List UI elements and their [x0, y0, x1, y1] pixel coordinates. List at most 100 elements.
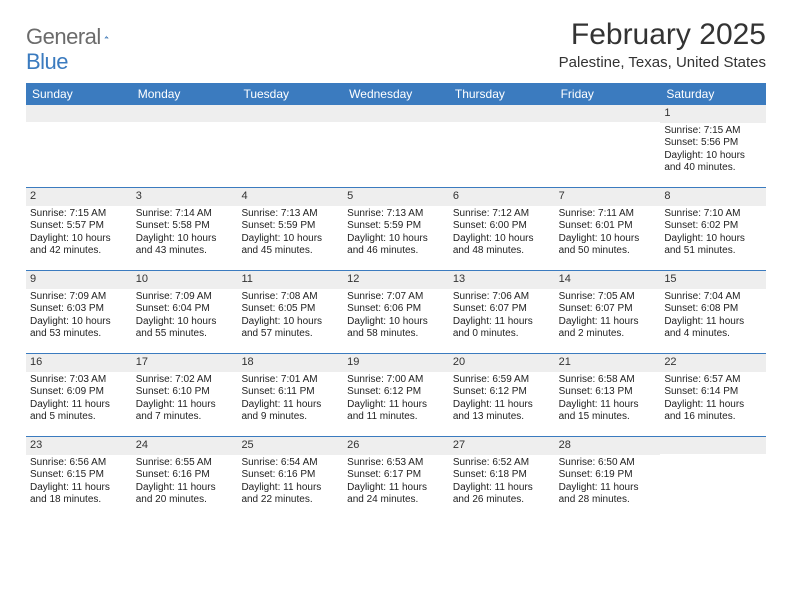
calendar-cell: 4Sunrise: 7:13 AMSunset: 5:59 PMDaylight…	[237, 188, 343, 270]
calendar-cell-empty	[449, 105, 555, 187]
calendar-cell-empty	[26, 105, 132, 187]
calendar-cell: 14Sunrise: 7:05 AMSunset: 6:07 PMDayligh…	[555, 271, 661, 353]
sunset-text: Sunset: 6:03 PM	[30, 303, 128, 316]
day-number: 1	[660, 105, 766, 123]
sunset-text: Sunset: 6:16 PM	[136, 469, 234, 482]
day-number: 27	[449, 437, 555, 455]
sunrise-text: Sunrise: 6:54 AM	[241, 457, 339, 470]
sunset-text: Sunset: 6:09 PM	[30, 386, 128, 399]
daylight-text: Daylight: 11 hours and 0 minutes.	[453, 316, 551, 341]
weekday-header: Thursday	[449, 83, 555, 105]
day-body: Sunrise: 7:12 AMSunset: 6:00 PMDaylight:…	[449, 206, 555, 261]
daylight-text: Daylight: 10 hours and 43 minutes.	[136, 233, 234, 258]
day-body: Sunrise: 7:09 AMSunset: 6:04 PMDaylight:…	[132, 289, 238, 344]
daylight-text: Daylight: 10 hours and 57 minutes.	[241, 316, 339, 341]
brand-logo: General	[26, 18, 132, 50]
daylight-text: Daylight: 11 hours and 15 minutes.	[559, 399, 657, 424]
day-number: 15	[660, 271, 766, 289]
calendar-week: 23Sunrise: 6:56 AMSunset: 6:15 PMDayligh…	[26, 437, 766, 519]
daylight-text: Daylight: 10 hours and 45 minutes.	[241, 233, 339, 258]
sunrise-text: Sunrise: 7:05 AM	[559, 291, 657, 304]
daylight-text: Daylight: 11 hours and 11 minutes.	[347, 399, 445, 424]
daylight-text: Daylight: 11 hours and 16 minutes.	[664, 399, 762, 424]
sunset-text: Sunset: 6:12 PM	[453, 386, 551, 399]
daylight-text: Daylight: 11 hours and 18 minutes.	[30, 482, 128, 507]
day-body: Sunrise: 7:14 AMSunset: 5:58 PMDaylight:…	[132, 206, 238, 261]
day-number: 3	[132, 188, 238, 206]
brand-word2-wrap: Blue	[26, 49, 68, 75]
daylight-text: Daylight: 11 hours and 22 minutes.	[241, 482, 339, 507]
daylight-text: Daylight: 10 hours and 40 minutes.	[664, 150, 762, 175]
sunset-text: Sunset: 6:17 PM	[347, 469, 445, 482]
daylight-text: Daylight: 11 hours and 24 minutes.	[347, 482, 445, 507]
sunset-text: Sunset: 6:15 PM	[30, 469, 128, 482]
sunrise-text: Sunrise: 7:02 AM	[136, 374, 234, 387]
day-body: Sunrise: 6:55 AMSunset: 6:16 PMDaylight:…	[132, 455, 238, 510]
calendar-cell: 21Sunrise: 6:58 AMSunset: 6:13 PMDayligh…	[555, 354, 661, 436]
sunrise-text: Sunrise: 7:06 AM	[453, 291, 551, 304]
day-body: Sunrise: 6:57 AMSunset: 6:14 PMDaylight:…	[660, 372, 766, 427]
sunrise-text: Sunrise: 7:03 AM	[30, 374, 128, 387]
calendar-cell-empty	[660, 437, 766, 519]
day-body: Sunrise: 6:50 AMSunset: 6:19 PMDaylight:…	[555, 455, 661, 510]
daylight-text: Daylight: 10 hours and 55 minutes.	[136, 316, 234, 341]
day-body: Sunrise: 7:05 AMSunset: 6:07 PMDaylight:…	[555, 289, 661, 344]
calendar-cell: 23Sunrise: 6:56 AMSunset: 6:15 PMDayligh…	[26, 437, 132, 519]
sunset-text: Sunset: 6:10 PM	[136, 386, 234, 399]
sunset-text: Sunset: 5:59 PM	[241, 220, 339, 233]
day-number: 24	[132, 437, 238, 455]
daylight-text: Daylight: 10 hours and 53 minutes.	[30, 316, 128, 341]
daylight-text: Daylight: 10 hours and 42 minutes.	[30, 233, 128, 258]
daylight-text: Daylight: 10 hours and 51 minutes.	[664, 233, 762, 258]
sunrise-text: Sunrise: 7:09 AM	[30, 291, 128, 304]
day-number: 13	[449, 271, 555, 289]
day-body: Sunrise: 7:15 AMSunset: 5:57 PMDaylight:…	[26, 206, 132, 261]
calendar-cell: 25Sunrise: 6:54 AMSunset: 6:16 PMDayligh…	[237, 437, 343, 519]
daylight-text: Daylight: 10 hours and 48 minutes.	[453, 233, 551, 258]
day-body: Sunrise: 6:56 AMSunset: 6:15 PMDaylight:…	[26, 455, 132, 510]
daylight-text: Daylight: 11 hours and 13 minutes.	[453, 399, 551, 424]
daylight-text: Daylight: 11 hours and 28 minutes.	[559, 482, 657, 507]
day-number: 28	[555, 437, 661, 455]
day-number: 12	[343, 271, 449, 289]
sunset-text: Sunset: 6:06 PM	[347, 303, 445, 316]
sunrise-text: Sunrise: 7:11 AM	[559, 208, 657, 221]
sunrise-text: Sunrise: 7:07 AM	[347, 291, 445, 304]
day-number: 22	[660, 354, 766, 372]
calendar-cell: 8Sunrise: 7:10 AMSunset: 6:02 PMDaylight…	[660, 188, 766, 270]
title-block: February 2025 Palestine, Texas, United S…	[559, 18, 766, 71]
day-body: Sunrise: 7:00 AMSunset: 6:12 PMDaylight:…	[343, 372, 449, 427]
sunset-text: Sunset: 5:56 PM	[664, 137, 762, 150]
sunset-text: Sunset: 6:11 PM	[241, 386, 339, 399]
calendar-cell: 28Sunrise: 6:50 AMSunset: 6:19 PMDayligh…	[555, 437, 661, 519]
day-body: Sunrise: 7:02 AMSunset: 6:10 PMDaylight:…	[132, 372, 238, 427]
day-number: 4	[237, 188, 343, 206]
sunrise-text: Sunrise: 6:55 AM	[136, 457, 234, 470]
calendar-cell: 26Sunrise: 6:53 AMSunset: 6:17 PMDayligh…	[343, 437, 449, 519]
sunset-text: Sunset: 6:04 PM	[136, 303, 234, 316]
daylight-text: Daylight: 10 hours and 50 minutes.	[559, 233, 657, 258]
calendar-week: 2Sunrise: 7:15 AMSunset: 5:57 PMDaylight…	[26, 188, 766, 271]
sunset-text: Sunset: 6:18 PM	[453, 469, 551, 482]
day-body	[26, 122, 132, 127]
day-number	[660, 437, 766, 454]
calendar-week: 16Sunrise: 7:03 AMSunset: 6:09 PMDayligh…	[26, 354, 766, 437]
day-number	[555, 105, 661, 122]
sunrise-text: Sunrise: 7:04 AM	[664, 291, 762, 304]
sunrise-text: Sunrise: 7:14 AM	[136, 208, 234, 221]
sunrise-text: Sunrise: 7:13 AM	[347, 208, 445, 221]
day-number: 5	[343, 188, 449, 206]
day-number: 8	[660, 188, 766, 206]
month-title: February 2025	[559, 18, 766, 52]
sunrise-text: Sunrise: 7:08 AM	[241, 291, 339, 304]
sunrise-text: Sunrise: 7:12 AM	[453, 208, 551, 221]
day-body: Sunrise: 7:11 AMSunset: 6:01 PMDaylight:…	[555, 206, 661, 261]
day-number: 14	[555, 271, 661, 289]
day-number: 9	[26, 271, 132, 289]
sunrise-text: Sunrise: 6:53 AM	[347, 457, 445, 470]
sunrise-text: Sunrise: 6:57 AM	[664, 374, 762, 387]
daylight-text: Daylight: 10 hours and 58 minutes.	[347, 316, 445, 341]
day-body: Sunrise: 7:03 AMSunset: 6:09 PMDaylight:…	[26, 372, 132, 427]
day-body: Sunrise: 6:52 AMSunset: 6:18 PMDaylight:…	[449, 455, 555, 510]
sunset-text: Sunset: 5:59 PM	[347, 220, 445, 233]
